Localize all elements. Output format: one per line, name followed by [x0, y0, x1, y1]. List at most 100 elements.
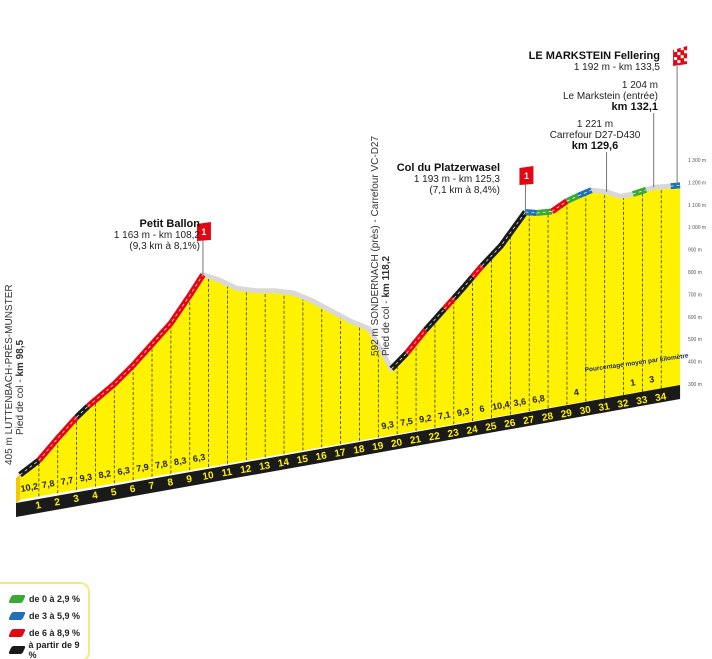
km-marker: 20 — [390, 437, 403, 450]
climb-info: 1 163 m - km 108,2 — [113, 230, 200, 241]
legend-item: de 0 à 2,9 % — [8, 590, 88, 607]
km-marker: 27 — [522, 414, 535, 427]
finish-check — [677, 60, 681, 64]
road-centerline — [481, 211, 526, 267]
km-gradient: 4 — [573, 387, 580, 398]
entree-alt: 1 204 m — [621, 80, 658, 91]
km-marker: 26 — [503, 418, 516, 431]
carrefour-alt: 1 221 m — [576, 119, 614, 130]
black-swatch — [8, 645, 26, 654]
road-centerline — [391, 352, 407, 369]
sondernach-note: Pied de col - — [381, 297, 392, 356]
legend-item: de 3 à 5,9 % — [8, 607, 88, 624]
km-marker: 3 — [72, 493, 80, 505]
km-marker: 1 — [35, 500, 43, 512]
road-centerline — [578, 189, 592, 197]
climb-detail: (7,1 km à 8,4%) — [429, 185, 500, 196]
finish-check — [684, 58, 687, 62]
finish-name: LE MARKSTEIN Fellering — [528, 50, 660, 62]
km-gradient: 8,2 — [98, 468, 112, 480]
km-gradient: 6,3 — [192, 452, 206, 464]
petit-ballon-flag-icon — [196, 222, 211, 241]
legend-label: de 0 à 2,9 % — [29, 593, 81, 604]
y-axis-label: 1 200 m — [688, 180, 706, 186]
km-marker: 14 — [277, 457, 290, 470]
road-centerline — [670, 185, 681, 187]
km-gradient: 3,6 — [513, 396, 527, 408]
km-band — [16, 384, 681, 517]
platzerwasel-flag-icon — [519, 166, 534, 185]
legend-label: de 6 à 8,9 % — [29, 627, 81, 638]
km-gradient: 9,3 — [381, 419, 395, 431]
road-centerline — [406, 329, 426, 354]
km-gradient: 3 — [648, 374, 655, 385]
legend-item: à partir de 9 % — [8, 640, 88, 659]
petit-ballon-label: Petit Ballon 1 163 m - km 108,2 (9,3 km … — [60, 218, 200, 253]
km-marker: 24 — [466, 424, 479, 437]
km-marker: 2 — [54, 497, 62, 509]
profile-front-face — [16, 474, 20, 503]
km-gradient: 9,3 — [456, 406, 470, 418]
y-axis-label: 500 m — [688, 337, 702, 343]
km-gradient: 6 — [479, 403, 486, 414]
y-axis-label: 1 000 m — [688, 225, 706, 231]
platzerwasel-category: 1 — [524, 171, 529, 181]
finish-flag-icon — [673, 46, 688, 66]
km-marker: 17 — [334, 447, 347, 460]
road-centerline — [632, 189, 647, 195]
km-marker: 8 — [167, 477, 175, 489]
start-place: 405 m LUTTENBACH-PRÈS-MUNSTER — [4, 284, 15, 465]
km-gradient: 10,2 — [20, 481, 39, 494]
km-marker: 6 — [129, 484, 137, 496]
carrefour-name: Carrefour D27-D430 — [549, 130, 641, 141]
km-marker: 15 — [296, 454, 309, 467]
km-marker: 33 — [636, 395, 649, 408]
y-axis-label: 1 100 m — [688, 203, 706, 209]
km-marker: 13 — [258, 460, 271, 473]
y-axis-label: 300 m — [688, 382, 702, 388]
road-centerline — [19, 460, 40, 476]
road-centerline — [472, 265, 483, 278]
markstein-entree-label: 1 204 m Le Markstein (entrée) km 132,1 — [540, 80, 658, 113]
km-gradient: 7,1 — [437, 409, 451, 421]
km-marker: 28 — [541, 411, 554, 424]
km-marker: 16 — [315, 450, 328, 463]
km-marker: 4 — [91, 490, 99, 502]
carrefour-km: km 129,6 — [571, 140, 619, 152]
road-centerline — [536, 211, 552, 214]
km-marker: 31 — [598, 401, 611, 414]
gradient-legend: de 0 à 2,9 % de 3 à 5,9 % de 6 à 8,9 % à… — [0, 582, 90, 659]
finish-check — [680, 47, 684, 51]
km-marker: 11 — [221, 467, 234, 480]
km-marker: 32 — [617, 398, 630, 411]
km-gradient: 1 — [630, 377, 637, 388]
y-axis-label: 700 m — [688, 292, 702, 298]
km-marker: 30 — [579, 404, 592, 417]
sondernach-km: km 118,2 — [381, 255, 392, 298]
climb-name: Petit Ballon — [139, 218, 200, 230]
km-marker: 22 — [428, 431, 441, 444]
road-segment-red — [36, 415, 79, 463]
climb-info: 1 193 m - km 125,3 — [413, 174, 500, 185]
km-marker: 23 — [447, 427, 460, 440]
legend-item: de 6 à 8,9 % — [8, 624, 88, 641]
y-axis-label: 600 m — [688, 315, 702, 321]
km-marker: 25 — [485, 421, 498, 434]
km-gradient: 7,8 — [154, 458, 168, 470]
km-marker: 12 — [239, 463, 252, 476]
km-gradient: 10,4 — [491, 399, 510, 412]
km-gradient: 9,3 — [79, 472, 93, 484]
km-gradient: 9,2 — [418, 413, 432, 425]
finish-check — [680, 55, 684, 59]
km-gradient: 7,5 — [400, 416, 414, 428]
km-gradient: 7,7 — [60, 475, 74, 487]
km-gradient: 7,9 — [135, 462, 149, 474]
finish-check — [684, 50, 687, 54]
finish-label: LE MARKSTEIN Fellering 1 192 m - km 133,… — [500, 50, 660, 74]
y-axis-label: 900 m — [688, 248, 702, 254]
km-gradient: 8,3 — [173, 455, 187, 467]
petit-ballon-category: 1 — [201, 227, 206, 237]
km-gradient: 6,3 — [117, 465, 131, 477]
road-segment-red — [550, 198, 569, 214]
